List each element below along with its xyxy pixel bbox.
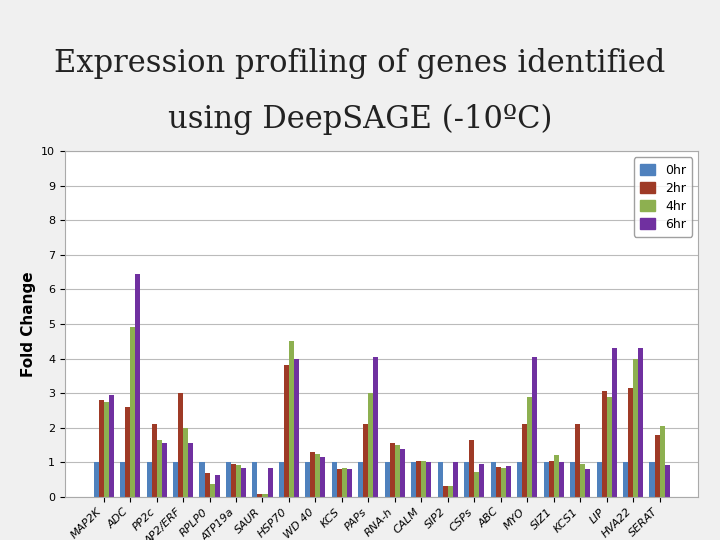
Bar (279, 462, 284, 497)
Bar (294, 359, 299, 497)
Bar (310, 452, 315, 497)
Bar (505, 465, 510, 497)
Bar (575, 424, 580, 497)
Bar (474, 472, 480, 497)
Bar (549, 461, 554, 497)
Bar (416, 461, 421, 497)
Bar (400, 449, 405, 497)
Bar (395, 445, 400, 497)
Bar (364, 424, 369, 497)
Bar (215, 475, 220, 497)
Bar (500, 469, 505, 497)
Bar (638, 348, 643, 497)
Bar (611, 348, 616, 497)
Y-axis label: Fold Change: Fold Change (21, 271, 35, 377)
Bar (258, 495, 263, 497)
Bar (602, 392, 607, 497)
Bar (125, 407, 130, 497)
Bar (421, 461, 426, 497)
Bar (438, 462, 443, 497)
Bar (443, 487, 448, 497)
Bar (183, 428, 188, 497)
Bar (660, 426, 665, 497)
Bar (135, 274, 140, 497)
Bar (426, 462, 431, 497)
Bar (337, 469, 342, 497)
Bar (517, 462, 522, 497)
Bar (374, 357, 379, 497)
Bar (453, 462, 458, 497)
Bar (527, 396, 532, 497)
Bar (448, 487, 453, 497)
Bar (226, 462, 231, 497)
Bar (570, 462, 575, 497)
Bar (315, 454, 320, 497)
Bar (130, 327, 135, 497)
Bar (369, 393, 374, 497)
Bar (188, 443, 193, 497)
Bar (147, 462, 152, 497)
Bar (94, 462, 99, 497)
Bar (623, 462, 628, 497)
Text: using DeepSAGE (-10ºC): using DeepSAGE (-10ºC) (168, 104, 552, 135)
Bar (464, 462, 469, 497)
Bar (241, 469, 246, 497)
Bar (469, 440, 474, 497)
Text: Expression profiling of genes identified: Expression profiling of genes identified (55, 48, 665, 79)
Bar (173, 462, 178, 497)
Bar (359, 462, 364, 497)
Bar (157, 440, 161, 497)
Bar (332, 462, 337, 497)
Bar (490, 462, 495, 497)
Bar (649, 462, 654, 497)
Bar (161, 443, 166, 497)
Bar (633, 359, 638, 497)
Bar (597, 462, 602, 497)
Bar (204, 472, 210, 497)
Bar (178, 393, 183, 497)
Bar (284, 366, 289, 497)
Bar (342, 469, 347, 497)
Bar (665, 465, 670, 497)
Bar (99, 400, 104, 497)
Bar (532, 357, 537, 497)
Bar (411, 462, 416, 497)
Bar (253, 462, 258, 497)
Bar (320, 457, 325, 497)
Bar (231, 464, 236, 497)
Bar (289, 341, 294, 497)
Bar (522, 424, 527, 497)
Bar (236, 464, 241, 497)
Bar (199, 462, 204, 497)
Bar (152, 424, 157, 497)
Bar (390, 443, 395, 497)
Bar (109, 395, 114, 497)
Bar (495, 468, 500, 497)
Bar (104, 402, 109, 497)
Bar (120, 462, 125, 497)
Bar (305, 462, 310, 497)
Legend: 0hr, 2hr, 4hr, 6hr: 0hr, 2hr, 4hr, 6hr (634, 158, 692, 237)
Bar (580, 464, 585, 497)
Bar (384, 462, 390, 497)
Bar (554, 455, 559, 497)
Bar (654, 435, 660, 497)
Bar (559, 462, 564, 497)
Bar (347, 469, 352, 497)
Bar (606, 396, 611, 497)
Bar (544, 462, 549, 497)
Bar (480, 464, 485, 497)
Bar (268, 469, 273, 497)
Bar (585, 469, 590, 497)
Bar (628, 388, 633, 497)
Bar (210, 484, 215, 497)
Bar (263, 495, 268, 497)
